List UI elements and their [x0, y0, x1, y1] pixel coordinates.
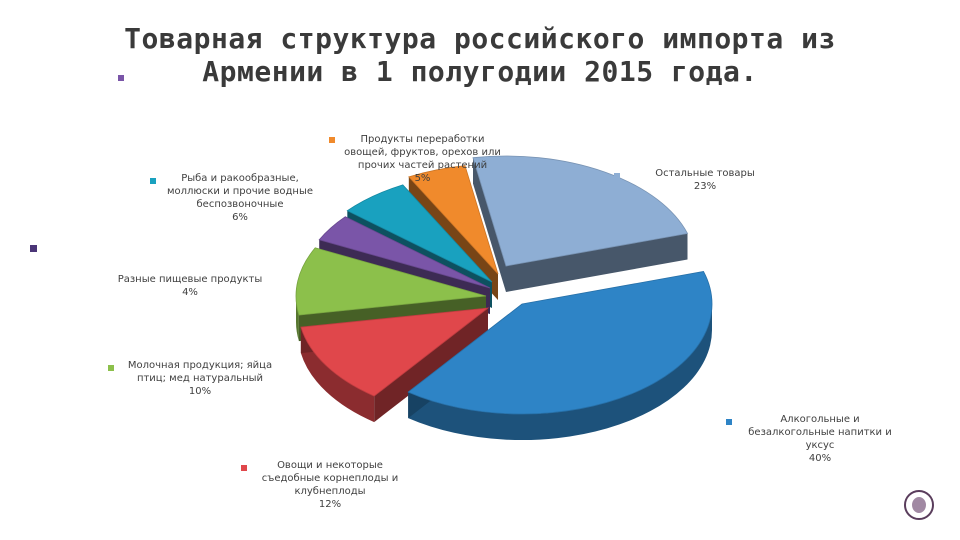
slice-label-value: 40% — [808, 453, 832, 464]
legend-swatch-1 — [726, 419, 732, 425]
legend-swatch-5 — [150, 178, 156, 184]
pie-slice-2 — [300, 307, 490, 397]
slice-label-value: 12% — [318, 499, 342, 510]
slice-cut-0-0 — [473, 157, 506, 292]
slice-label-4: Разные пищевые продукты 4% — [110, 75, 270, 299]
slice-label-name: Остальные товары — [655, 168, 755, 179]
legend-swatch-3 — [108, 365, 114, 371]
slice-side-2 — [300, 327, 375, 423]
pie-slice-3 — [295, 247, 487, 316]
legend-swatch-4 — [118, 75, 124, 81]
slice-label-name: Продукты переработки овощей, фруктов, ор… — [344, 134, 501, 171]
pie-slice-5 — [346, 184, 493, 283]
pie-slice-6 — [408, 165, 499, 275]
slice-label-1: Алкогольные и безалкогольные напитки и у… — [726, 413, 910, 465]
slice-label-5: Рыба и ракообразные, моллюски и прочие в… — [150, 172, 330, 224]
slice-label-name: Молочная продукция; яйца птиц; мед натур… — [127, 360, 273, 384]
slice-side-1 — [408, 304, 712, 440]
legend-swatch-2 — [241, 465, 247, 471]
slice-label-name: Алкогольные и безалкогольные напитки и у… — [748, 414, 892, 451]
pie-slice-1 — [407, 271, 713, 415]
slice-cut-0-1 — [506, 233, 688, 292]
slice-label-value: 5% — [414, 173, 431, 184]
slice-label-3: Молочная продукция; яйца птиц; мед натур… — [108, 359, 290, 398]
slice-label-name: Рыба и ракообразные, моллюски и прочие в… — [166, 173, 313, 210]
chart-title: Товарная структура российского импорта и… — [124, 22, 836, 88]
pie-slice-4 — [318, 216, 491, 289]
pie-slice-0 — [472, 155, 689, 267]
bullet-marker — [30, 245, 37, 252]
slice-label-value: 6% — [232, 212, 248, 223]
slice-label-2: Овощи и некоторые съедобные корнеплоды и… — [241, 459, 415, 511]
slice-label-value: 4% — [182, 287, 198, 298]
slice-label-0: Остальные товары 23% — [614, 167, 790, 193]
legend-swatch-0 — [614, 173, 620, 179]
legend-swatch-6 — [329, 137, 335, 143]
slice-label-value: 10% — [188, 386, 212, 397]
slice-label-name: Овощи и некоторые съедобные корнеплоды и… — [261, 460, 399, 497]
slice-label-6: Продукты переработки овощей, фруктов, ор… — [325, 133, 520, 185]
slice-label-name: Разные пищевые продукты — [117, 274, 263, 285]
navigation-button[interactable] — [904, 490, 934, 520]
slice-label-value: 23% — [693, 181, 717, 192]
